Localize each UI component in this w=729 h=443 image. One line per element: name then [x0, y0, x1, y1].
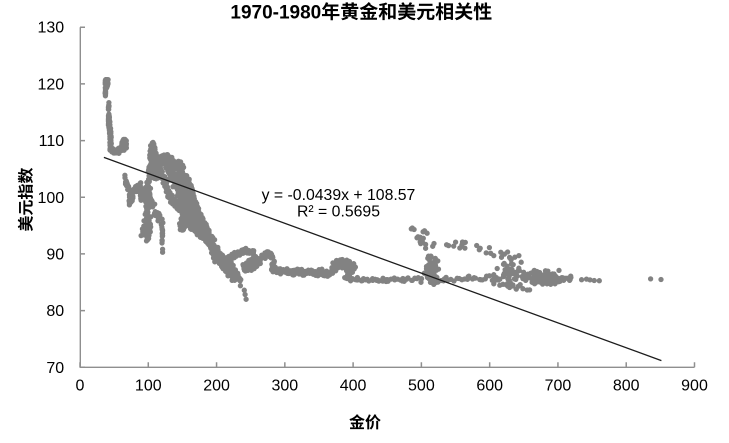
svg-text:130: 130	[37, 20, 64, 37]
svg-text:70: 70	[46, 360, 64, 377]
svg-text:y = -0.0439x + 108.57: y = -0.0439x + 108.57	[262, 187, 416, 204]
svg-text:100: 100	[37, 190, 64, 207]
svg-text:200: 200	[203, 378, 230, 395]
svg-text:100: 100	[135, 378, 162, 395]
svg-text:120: 120	[37, 76, 64, 93]
svg-text:0: 0	[76, 378, 85, 395]
svg-text:90: 90	[46, 246, 64, 263]
svg-text:110: 110	[39, 133, 65, 150]
svg-text:R² = 0.5695: R² = 0.5695	[297, 204, 380, 221]
svg-text:500: 500	[408, 378, 435, 395]
svg-text:800: 800	[613, 378, 640, 395]
svg-text:900: 900	[681, 378, 708, 395]
svg-text:300: 300	[271, 378, 298, 395]
svg-text:1970-1980: 1970-1980	[230, 3, 321, 24]
svg-text:600: 600	[476, 378, 503, 395]
svg-text:700: 700	[545, 378, 572, 395]
svg-text:400: 400	[340, 378, 367, 395]
svg-text:80: 80	[46, 303, 64, 320]
